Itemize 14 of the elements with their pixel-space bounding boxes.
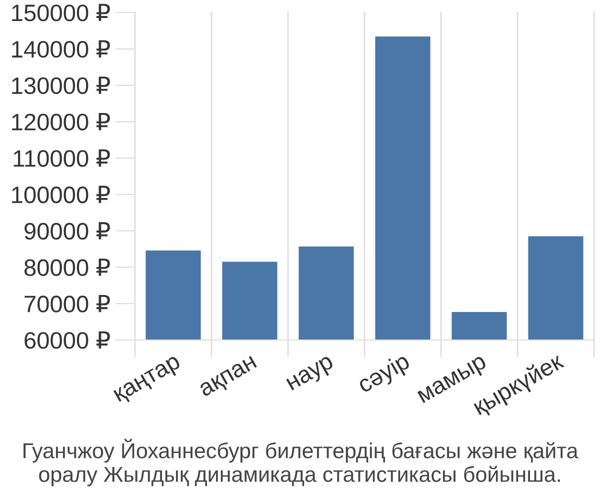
y-tick-label: 80000 ₽	[24, 258, 110, 276]
y-tick-label: 110000 ₽	[14, 149, 110, 167]
y-tick-label: 60000 ₽	[24, 331, 110, 349]
text: Гуанчжоу Йоханнесбург билеттердің бағасы және қайта оралу Жылдық динамикада статистикасы бойынша.	[24, 438, 578, 486]
y-tick-label: 140000 ₽	[12, 40, 110, 58]
y-tick-label: 100000 ₽	[12, 186, 110, 204]
x-tick-label: ақпан	[198, 356, 260, 401]
x-tick-label: наур	[286, 355, 336, 395]
y-tick-label: 70000 ₽	[24, 294, 110, 312]
y-tick-label: 150000 ₽	[12, 4, 110, 22]
x-tick-label: сәуір	[356, 352, 413, 398]
y-tick-label: 120000 ₽	[12, 113, 110, 130]
y-tick-label: 130000 ₽	[12, 76, 110, 94]
y-tick-label: 90000 ₽	[24, 222, 110, 240]
